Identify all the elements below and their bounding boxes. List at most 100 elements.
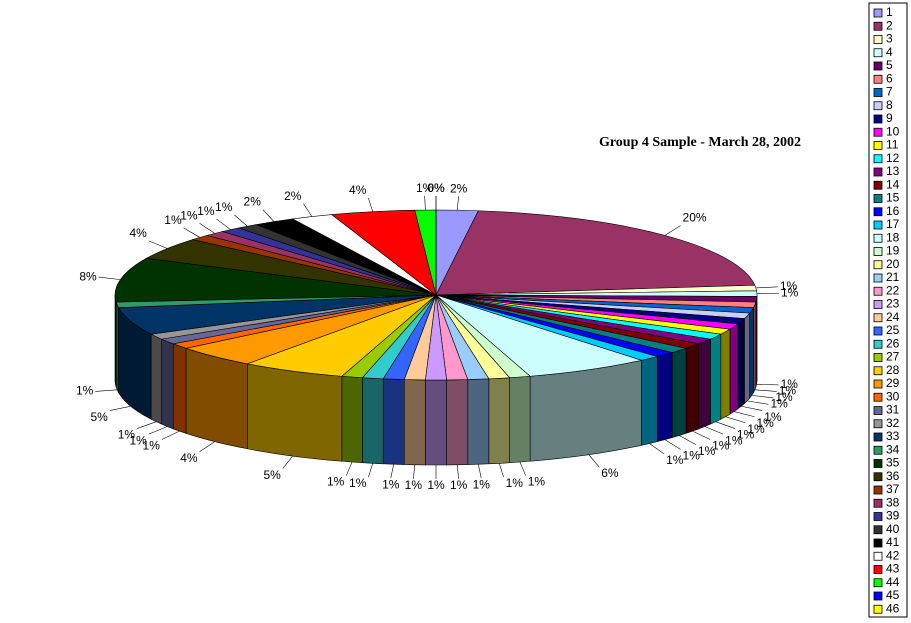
slice-side	[698, 338, 711, 430]
legend-swatch	[873, 419, 883, 429]
leader-line	[692, 430, 711, 440]
data-label: 1%	[781, 377, 799, 391]
slice-side	[403, 379, 426, 466]
legend-swatch	[873, 445, 883, 455]
leader-line	[282, 455, 293, 469]
slice-side	[115, 301, 119, 394]
leader-line	[756, 383, 779, 386]
legend-label: 1	[886, 5, 893, 19]
leader-line	[346, 461, 353, 476]
leader-line	[368, 197, 374, 212]
legend-label: 8	[886, 98, 893, 112]
data-label: 1%	[666, 453, 684, 467]
legend-label: 2	[886, 18, 893, 32]
slice-side	[710, 333, 722, 425]
data-label: 1%	[528, 475, 546, 489]
leader-line	[262, 209, 275, 222]
legend-label: 29	[886, 376, 900, 390]
leader-line	[303, 203, 313, 217]
slice-side	[446, 379, 469, 466]
legend-swatch	[873, 260, 883, 270]
leader-line	[424, 196, 426, 211]
slice-side	[529, 359, 642, 462]
data-label: 1%	[781, 286, 799, 300]
slice-side	[425, 379, 447, 466]
legend-swatch	[873, 565, 883, 574]
legend-label: 44	[886, 575, 900, 589]
data-label: 5%	[263, 468, 281, 482]
leader-line	[498, 463, 504, 478]
legend-label: 37	[886, 482, 900, 496]
legend-swatch	[873, 485, 883, 495]
legend-label: 40	[886, 522, 900, 536]
data-label: 4%	[130, 226, 148, 240]
legend-swatch	[873, 313, 883, 323]
slice-side	[744, 312, 750, 405]
legend-label: 30	[886, 389, 900, 403]
leader-line	[679, 435, 697, 445]
slice-side	[737, 317, 745, 410]
legend-swatch	[873, 101, 883, 111]
leader-line	[649, 443, 665, 455]
leader-line	[478, 464, 482, 479]
leader-line	[98, 276, 121, 280]
slice-side	[720, 328, 731, 420]
data-label: 1%	[737, 428, 755, 442]
slice	[114, 257, 437, 303]
leader-line	[588, 454, 600, 468]
data-label: 1%	[506, 476, 524, 490]
data-label: 4%	[349, 183, 367, 197]
slice-side	[362, 377, 384, 465]
legend-label: 45	[886, 588, 900, 602]
legend-swatch	[873, 379, 883, 389]
chart-title: Group 4 Sample - March 28, 2002	[599, 135, 801, 150]
legend-label: 27	[886, 350, 900, 364]
legend-swatch	[873, 459, 883, 468]
legend-label: 35	[886, 456, 900, 470]
legend-swatch	[873, 88, 883, 97]
legend-swatch	[873, 366, 883, 376]
legend-label: 3	[886, 32, 893, 46]
slice-side	[509, 375, 531, 464]
slice-side	[247, 363, 343, 462]
slice-side	[467, 378, 490, 465]
data-label: 1%	[747, 422, 765, 436]
leader-line	[136, 421, 157, 429]
legend-label: 13	[886, 164, 900, 178]
legend-swatch	[873, 194, 883, 203]
slice-side	[341, 375, 363, 464]
legend-swatch	[873, 604, 883, 614]
data-label: 1%	[143, 439, 161, 453]
data-label: 1%	[764, 410, 782, 424]
legend-swatch	[873, 21, 883, 31]
legend-label: 38	[886, 495, 900, 509]
legend-label: 15	[886, 191, 900, 205]
leader-line	[715, 421, 736, 429]
legend-swatch	[873, 207, 883, 217]
data-label: 1%	[698, 444, 716, 458]
legend-swatch	[873, 8, 883, 18]
legend-swatch	[873, 392, 883, 402]
legend-label: 6	[886, 71, 893, 85]
legend-swatch	[873, 472, 883, 482]
leader-line	[664, 225, 681, 236]
legend-swatch	[873, 538, 883, 548]
leader-line	[199, 223, 215, 234]
data-label: 20%	[683, 211, 707, 225]
legend-swatch	[873, 498, 883, 508]
data-label: 1%	[130, 433, 148, 447]
leader-line	[95, 389, 118, 392]
data-label: 1%	[215, 200, 233, 214]
legend-label: 46	[886, 601, 900, 615]
legend-label: 18	[886, 230, 900, 244]
leader-line	[413, 464, 416, 479]
data-label: 6%	[601, 466, 619, 480]
legend-swatch	[873, 61, 883, 71]
legend-swatch	[873, 525, 883, 535]
data-label: 1%	[450, 478, 468, 492]
data-label: 2%	[284, 189, 302, 203]
legend-swatch	[873, 167, 883, 177]
slice-side	[488, 377, 510, 465]
leader-line	[456, 196, 459, 211]
legend-swatch	[873, 300, 883, 309]
